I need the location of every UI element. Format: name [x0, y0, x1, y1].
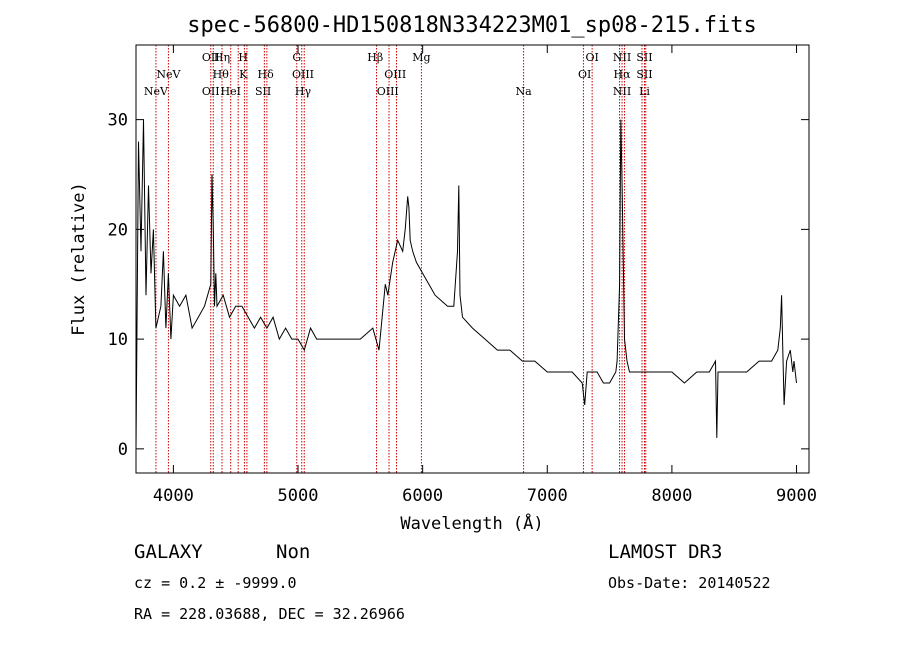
object-subclass: Non [276, 541, 310, 563]
line-marker-label: NeV [144, 85, 169, 98]
spectrum-line [135, 119, 797, 449]
redshift-cz: cz = 0.2 ± -9999.0 [134, 574, 297, 592]
line-marker-label: OIII [292, 68, 314, 81]
line-marker-label: SII [636, 68, 652, 81]
line-marker-label: Hγ [295, 85, 312, 98]
line-marker-label: Hδ [258, 68, 275, 81]
line-marker-label: OIII [384, 68, 406, 81]
line-marker-label: K [239, 68, 248, 81]
line-marker-label: G [292, 51, 301, 64]
line-marker-label: SII [255, 85, 271, 98]
y-axis-label: Flux (relative) [69, 182, 89, 336]
line-marker-label: Mg [412, 51, 430, 64]
object-class: GALAXY [134, 541, 203, 563]
line-marker-label: OIII [377, 85, 399, 98]
observation-date: Obs-Date: 20140522 [608, 574, 771, 592]
line-marker-label: OII [202, 85, 220, 98]
line-marker-label: OII [202, 51, 220, 64]
line-marker-label: OI [578, 68, 591, 81]
line-marker-label: Hβ [367, 51, 383, 64]
line-marker-label: OI [585, 51, 598, 64]
plot-frame [135, 44, 810, 474]
emission-line-markers [155, 45, 647, 473]
y-tick-label: 30 [108, 111, 128, 131]
line-marker-label: HeI [220, 85, 240, 98]
x-tick-label: 4000 [153, 486, 194, 506]
x-tick-label: 9000 [776, 486, 817, 506]
line-marker-label: H [238, 51, 248, 64]
line-marker-label: Hθ [213, 68, 230, 81]
line-marker-label: Li [639, 85, 650, 98]
line-marker-label: NII [613, 85, 631, 98]
line-marker-label: NeV [156, 68, 181, 81]
y-tick-label: 0 [118, 440, 128, 460]
x-tick-label: 5000 [278, 486, 319, 506]
chart-title: spec-56800-HD150818N334223M01_sp08-215.f… [187, 13, 757, 38]
x-tick-label: 8000 [651, 486, 692, 506]
x-axis-label: Wavelength (Å) [400, 512, 543, 534]
y-tick-label: 10 [108, 330, 128, 350]
x-tick-label: 6000 [402, 486, 443, 506]
ra-dec: RA = 228.03688, DEC = 32.26966 [134, 605, 405, 623]
line-marker-label: Na [516, 85, 533, 98]
line-marker-label: Hη [214, 51, 230, 64]
line-marker-label: SII [636, 51, 652, 64]
y-axis-ticks: 0 10 20 30 [108, 111, 809, 460]
x-tick-label: 7000 [527, 486, 568, 506]
survey-release: LAMOST DR3 [608, 541, 722, 563]
line-marker-label: Hα [614, 68, 632, 81]
line-marker-label: NII [613, 51, 631, 64]
y-tick-label: 20 [108, 220, 128, 240]
x-axis-ticks: 4000 5000 6000 7000 8000 9000 [153, 45, 817, 506]
